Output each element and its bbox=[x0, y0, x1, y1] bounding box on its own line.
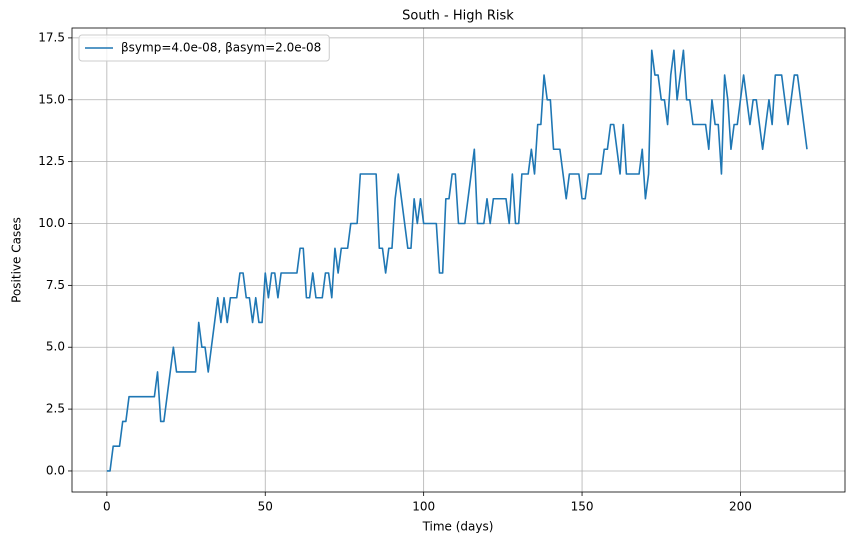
x-tick-label: 200 bbox=[729, 500, 752, 514]
y-tick-label: 7.5 bbox=[46, 278, 65, 292]
y-tick-label: 15.0 bbox=[38, 92, 65, 106]
legend-label: βsymp=4.0e-08, βasym=2.0e-08 bbox=[121, 41, 321, 55]
plot-frame bbox=[71, 27, 846, 493]
x-tick-label: 150 bbox=[571, 500, 594, 514]
y-tick-label: 5.0 bbox=[46, 340, 65, 354]
legend-box bbox=[78, 34, 330, 62]
y-tick-label: 2.5 bbox=[46, 402, 65, 416]
chart-title: South - High Risk bbox=[402, 9, 514, 24]
y-tick-label: 10.0 bbox=[38, 216, 65, 230]
y-axis-label: Positive Cases bbox=[10, 217, 24, 303]
y-tick-label: 0.0 bbox=[46, 463, 65, 477]
x-tick-label: 100 bbox=[412, 500, 435, 514]
x-axis-label: Time (days) bbox=[422, 520, 494, 534]
line-series bbox=[106, 49, 808, 472]
y-tick-label: 12.5 bbox=[38, 154, 65, 168]
x-tick-label: 50 bbox=[258, 500, 273, 514]
x-tick-label: 0 bbox=[103, 500, 111, 514]
y-tick-label: 17.5 bbox=[38, 30, 65, 44]
